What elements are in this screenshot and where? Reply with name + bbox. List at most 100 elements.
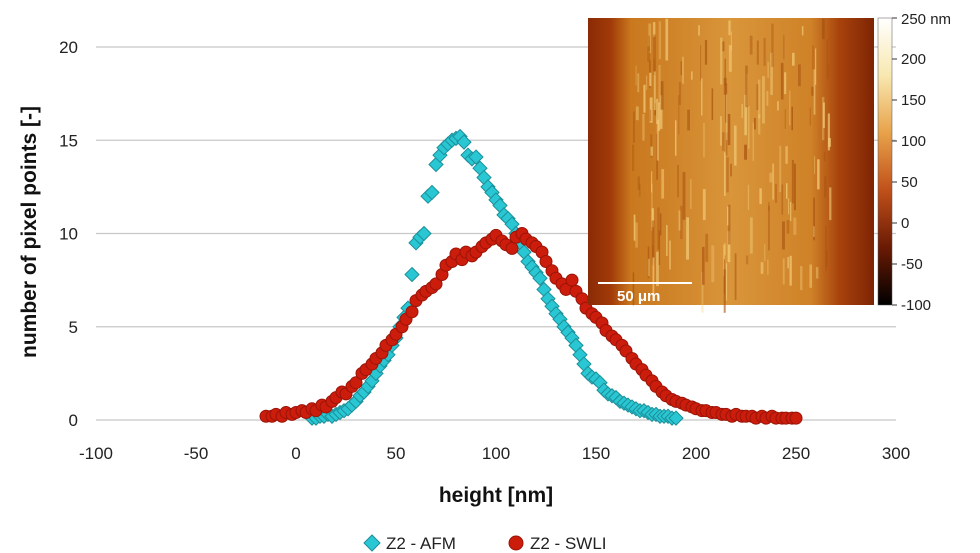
afm-streak xyxy=(815,48,817,85)
afm-streak xyxy=(632,272,635,306)
afm-streak xyxy=(800,266,803,291)
afm-streak xyxy=(811,86,814,96)
x-tick-label: 300 xyxy=(882,444,910,463)
afm-streak xyxy=(633,111,635,143)
afm-streak xyxy=(789,90,791,126)
afm-streak xyxy=(749,35,753,55)
afm-streak xyxy=(656,119,659,161)
afm-streak xyxy=(648,35,650,52)
afm-streak xyxy=(646,75,648,90)
afm-streak xyxy=(788,198,790,215)
afm-point xyxy=(468,149,484,165)
afm-streak xyxy=(678,95,680,135)
afm-streak xyxy=(719,116,722,146)
afm-streak xyxy=(756,40,759,65)
afm-streak xyxy=(632,144,635,171)
x-tick-label: 100 xyxy=(482,444,510,463)
afm-streak xyxy=(790,202,792,222)
afm-streak xyxy=(649,72,652,87)
colorbar-tick-label: 150 xyxy=(901,92,926,109)
afm-streak xyxy=(658,102,661,131)
swli-point xyxy=(789,411,803,425)
afm-point xyxy=(456,134,472,150)
afm-streak xyxy=(825,250,828,268)
afm-point xyxy=(404,266,420,283)
colorbar-tick-label: 250 nm xyxy=(901,11,951,28)
afm-streak xyxy=(762,76,765,124)
afm-streak xyxy=(798,64,801,87)
afm-streak xyxy=(723,77,727,95)
afm-streak xyxy=(772,163,775,200)
afm-streak xyxy=(726,93,728,140)
afm-streak xyxy=(675,120,677,156)
afm-streak xyxy=(763,37,766,66)
afm-streak xyxy=(643,84,646,113)
afm-streak xyxy=(711,245,715,283)
afm-streak xyxy=(649,109,652,121)
afm-streak xyxy=(678,82,682,105)
afm-streak xyxy=(781,184,784,215)
afm-streak xyxy=(723,259,725,294)
afm-streak xyxy=(653,71,656,111)
afm-streak xyxy=(678,210,681,231)
afm-streak xyxy=(669,240,671,270)
x-tick-label: -50 xyxy=(184,444,209,463)
afm-streak xyxy=(792,52,795,66)
afm-streak xyxy=(725,83,728,123)
afm-point xyxy=(668,410,684,426)
afm-streak xyxy=(813,69,816,115)
x-tick-label: 0 xyxy=(291,444,300,463)
colorbar-tick-label: 200 xyxy=(901,51,926,68)
afm-streak xyxy=(687,109,690,131)
afm-streak xyxy=(658,230,661,266)
afm-streak xyxy=(653,59,656,72)
afm-streak xyxy=(771,23,774,68)
afm-streak xyxy=(768,201,770,211)
afm-streak xyxy=(754,117,756,130)
afm-streak xyxy=(651,183,653,231)
colorbar-tick-label: -50 xyxy=(901,256,923,273)
y-tick-label: 20 xyxy=(59,38,78,57)
afm-streak xyxy=(809,264,812,288)
x-tick-label: 150 xyxy=(582,444,610,463)
x-tick-labels: -100 -50 0 50 100 150 200 250 300 xyxy=(79,444,910,463)
afm-streak xyxy=(828,138,831,147)
afm-streak xyxy=(648,23,652,53)
afm-streak xyxy=(791,106,793,131)
x-tick-label: 50 xyxy=(387,444,406,463)
scale-bar-label: 50 μm xyxy=(617,288,660,305)
afm-streak xyxy=(690,179,692,209)
afm-streak xyxy=(775,184,777,203)
afm-streak xyxy=(757,79,761,119)
afm-streak xyxy=(725,132,728,156)
afm-streak xyxy=(822,18,825,40)
afm-streak xyxy=(726,157,729,193)
afm-streak xyxy=(661,169,665,199)
afm-inset-image: 50 μm 250 nm 200 150 100 50 0 -50 -100 xyxy=(588,11,951,314)
swli-point xyxy=(539,254,553,268)
afm-streak xyxy=(647,246,650,279)
y-tick-label: 10 xyxy=(59,225,78,244)
y-tick-labels: 0 5 10 15 20 xyxy=(59,38,78,430)
afm-streak xyxy=(658,21,661,60)
y-tick-label: 5 xyxy=(69,318,78,337)
afm-streak xyxy=(734,253,737,300)
afm-streak xyxy=(730,163,732,177)
afm-streak xyxy=(784,109,786,129)
afm-streak xyxy=(752,122,754,161)
afm-streak xyxy=(724,152,726,196)
afm-streak xyxy=(722,41,725,52)
afm-streak xyxy=(728,45,732,72)
afm-streak xyxy=(785,146,788,164)
afm-streak xyxy=(758,114,761,135)
afm-streak xyxy=(656,98,659,124)
afm-streak xyxy=(660,81,664,110)
afm-streak xyxy=(769,172,773,183)
afm-point xyxy=(416,225,432,242)
afm-streak xyxy=(703,123,705,158)
afm-streak xyxy=(637,176,640,190)
legend-afm-marker xyxy=(363,534,381,552)
afm-streak xyxy=(779,145,782,193)
afm-streak xyxy=(826,39,829,81)
